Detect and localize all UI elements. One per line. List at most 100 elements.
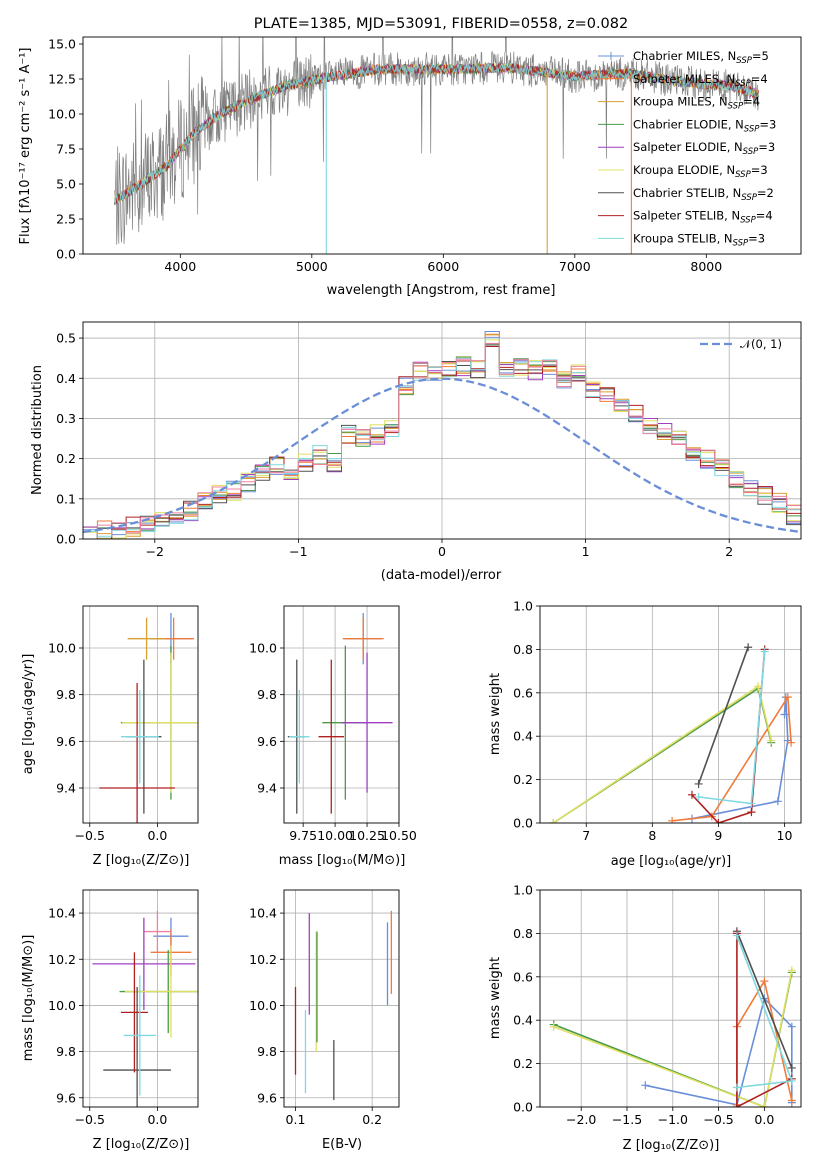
weight-marker bbox=[787, 966, 796, 975]
weight-marker bbox=[641, 1081, 650, 1090]
x-tick-label: −0.5 bbox=[75, 1112, 105, 1127]
weight-marker bbox=[732, 931, 741, 940]
y-tick-label: 0.6 bbox=[513, 969, 533, 984]
mass-vs-Z-panel: mass [log₁₀(M/M⊙)] Z [log₁₀(Z/Z⊙)] −0.5 0… bbox=[21, 889, 199, 1152]
y-tick-label: 2.5 bbox=[56, 212, 76, 227]
x-tick-label: −2 bbox=[146, 544, 164, 559]
x-tick-label: 2 bbox=[725, 544, 733, 559]
errorbars bbox=[99, 613, 198, 823]
y-tick-label: 0.1 bbox=[56, 491, 76, 506]
y-tick-label: 0.4 bbox=[513, 729, 533, 744]
weight-marker bbox=[760, 647, 769, 656]
y-tick-label: 0.6 bbox=[513, 685, 533, 700]
errorbars bbox=[92, 910, 198, 1107]
weight-lines bbox=[549, 643, 796, 823]
y-tick-label: 9.8 bbox=[56, 687, 76, 702]
age-vs-Z-panel: age [log₁₀(age/yr)] Z [log₁₀(Z/Z⊙)] −0.5… bbox=[21, 605, 199, 868]
y-tick-label: 10.0 bbox=[48, 641, 76, 656]
x-tick-label: 0 bbox=[438, 544, 446, 559]
y-tick-label: 0.8 bbox=[513, 926, 533, 941]
legend-label: Salpeter ELODIE, NSSP=3 bbox=[633, 140, 775, 157]
axes-frame bbox=[82, 889, 199, 1108]
y-tick-label: 9.6 bbox=[257, 734, 277, 749]
x-tick-label: 1 bbox=[582, 544, 590, 559]
weight-marker bbox=[773, 797, 782, 806]
weight-marker bbox=[780, 710, 789, 719]
x-tick-label: 6000 bbox=[427, 259, 459, 274]
model-line-9 bbox=[114, 62, 759, 204]
y-tick-label: 9.6 bbox=[257, 1090, 277, 1105]
y-tick-label: 9.8 bbox=[257, 687, 277, 702]
legend-label: Kroupa STELIB, NSSP=3 bbox=[633, 231, 765, 248]
y-tick-label: 0.8 bbox=[513, 642, 533, 657]
x-tick-label: 0.1 bbox=[286, 1112, 306, 1127]
weight-marker bbox=[754, 682, 763, 691]
mass-Z-xlabel: Z [log₁₀(Z/Z⊙)] bbox=[93, 1137, 190, 1152]
mass-vs-ebv-panel: E(B-V) 0.1 0.2 9.6 9.8 10.0 10.2 10.4 bbox=[249, 889, 400, 1152]
y-tick-label: 10.2 bbox=[48, 952, 76, 967]
axes-frame bbox=[82, 321, 802, 540]
histogram-lines bbox=[83, 331, 801, 539]
weight-marker bbox=[787, 1096, 796, 1105]
spectrum-xlabel: wavelength [Angstrom, rest frame] bbox=[327, 283, 556, 298]
mass-Z-ylabel: mass [log₁₀(M/M⊙)] bbox=[21, 935, 36, 1062]
y-tick-label: 0.4 bbox=[513, 1013, 533, 1028]
weight-line-6 bbox=[736, 933, 793, 1107]
weight-marker bbox=[732, 1103, 741, 1107]
y-tick-label: 10.0 bbox=[48, 998, 76, 1013]
mw-age-xlabel: age [log₁₀(age/yr)] bbox=[611, 854, 732, 869]
y-tick-label: 0.3 bbox=[56, 411, 76, 426]
weight-marker bbox=[668, 816, 677, 823]
weight-marker bbox=[787, 1063, 796, 1072]
x-tick-label: 0.0 bbox=[147, 828, 167, 843]
mw-Z-ylabel: mass weight bbox=[488, 957, 503, 1039]
y-tick-label: 9.6 bbox=[56, 1090, 76, 1105]
mw-Z-xlabel: Z [log₁₀(Z/Z⊙)] bbox=[623, 1138, 720, 1153]
age-mass-xlabel: mass [log₁₀(M/M⊙)] bbox=[279, 853, 406, 868]
massweight-vs-age-panel: mass weight age [log₁₀(age/yr)] 7 8 9 10 0.0… bbox=[488, 599, 802, 869]
spectrum-ylabel: Flux [fλ10⁻¹⁷ erg cm⁻² s⁻¹ A⁻¹] bbox=[18, 48, 33, 245]
y-tick-label: 0.5 bbox=[56, 331, 76, 346]
x-tick-label: 0.0 bbox=[754, 1112, 774, 1127]
x-tick-label: 10.25 bbox=[349, 828, 385, 843]
x-tick-label: −1 bbox=[289, 544, 307, 559]
weight-marker bbox=[744, 643, 753, 652]
y-tick-label: 12.5 bbox=[48, 72, 76, 87]
axes-frame bbox=[283, 605, 400, 824]
weight-marker bbox=[787, 1076, 796, 1085]
x-tick-label: 8 bbox=[648, 828, 656, 843]
residual-histogram-panel: Normed distribution (data-model)/error −… bbox=[30, 321, 802, 583]
massweight-vs-Z-panel: mass weight Z [log₁₀(Z/Z⊙)] −2.0 −1.5 −1.0… bbox=[488, 883, 802, 1153]
y-tick-label: 0.0 bbox=[56, 247, 76, 262]
legend-label: Kroupa ELODIE, NSSP=3 bbox=[633, 163, 768, 180]
y-tick-label: 0.2 bbox=[513, 1056, 533, 1071]
y-tick-label: 10.0 bbox=[249, 641, 277, 656]
errorbars bbox=[287, 613, 393, 814]
weight-line-5 bbox=[697, 646, 749, 785]
y-tick-label: 9.4 bbox=[257, 781, 277, 796]
mass-ebv-xlabel: E(B-V) bbox=[322, 1137, 362, 1152]
x-tick-label: 5000 bbox=[296, 259, 328, 274]
weight-marker bbox=[767, 736, 776, 745]
y-tick-label: 10.4 bbox=[249, 906, 277, 921]
weight-line-2 bbox=[672, 694, 792, 822]
x-tick-label: 7000 bbox=[559, 259, 591, 274]
hist-xlabel: (data-model)/error bbox=[381, 568, 502, 583]
x-tick-label: 9 bbox=[714, 828, 722, 843]
x-tick-label: −1.5 bbox=[612, 1112, 642, 1127]
legend-label: Chabrier ELODIE, NSSP=3 bbox=[633, 117, 776, 134]
y-tick-label: 1.0 bbox=[513, 883, 533, 898]
normal-curve bbox=[83, 377, 801, 534]
y-tick-label: 10.0 bbox=[48, 107, 76, 122]
y-tick-label: 10.0 bbox=[249, 998, 277, 1013]
y-tick-label: 9.8 bbox=[257, 1044, 277, 1059]
x-tick-label: −0.5 bbox=[75, 828, 105, 843]
axes-frame bbox=[82, 605, 199, 824]
weight-marker bbox=[787, 1022, 796, 1031]
weight-marker bbox=[747, 808, 756, 817]
age-Z-ylabel: age [log₁₀(age/yr)] bbox=[21, 654, 36, 775]
axes-frame bbox=[539, 605, 802, 824]
weight-marker bbox=[687, 790, 696, 799]
hist-ylabel: Normed distribution bbox=[30, 365, 45, 495]
y-tick-label: 15.0 bbox=[48, 37, 76, 52]
